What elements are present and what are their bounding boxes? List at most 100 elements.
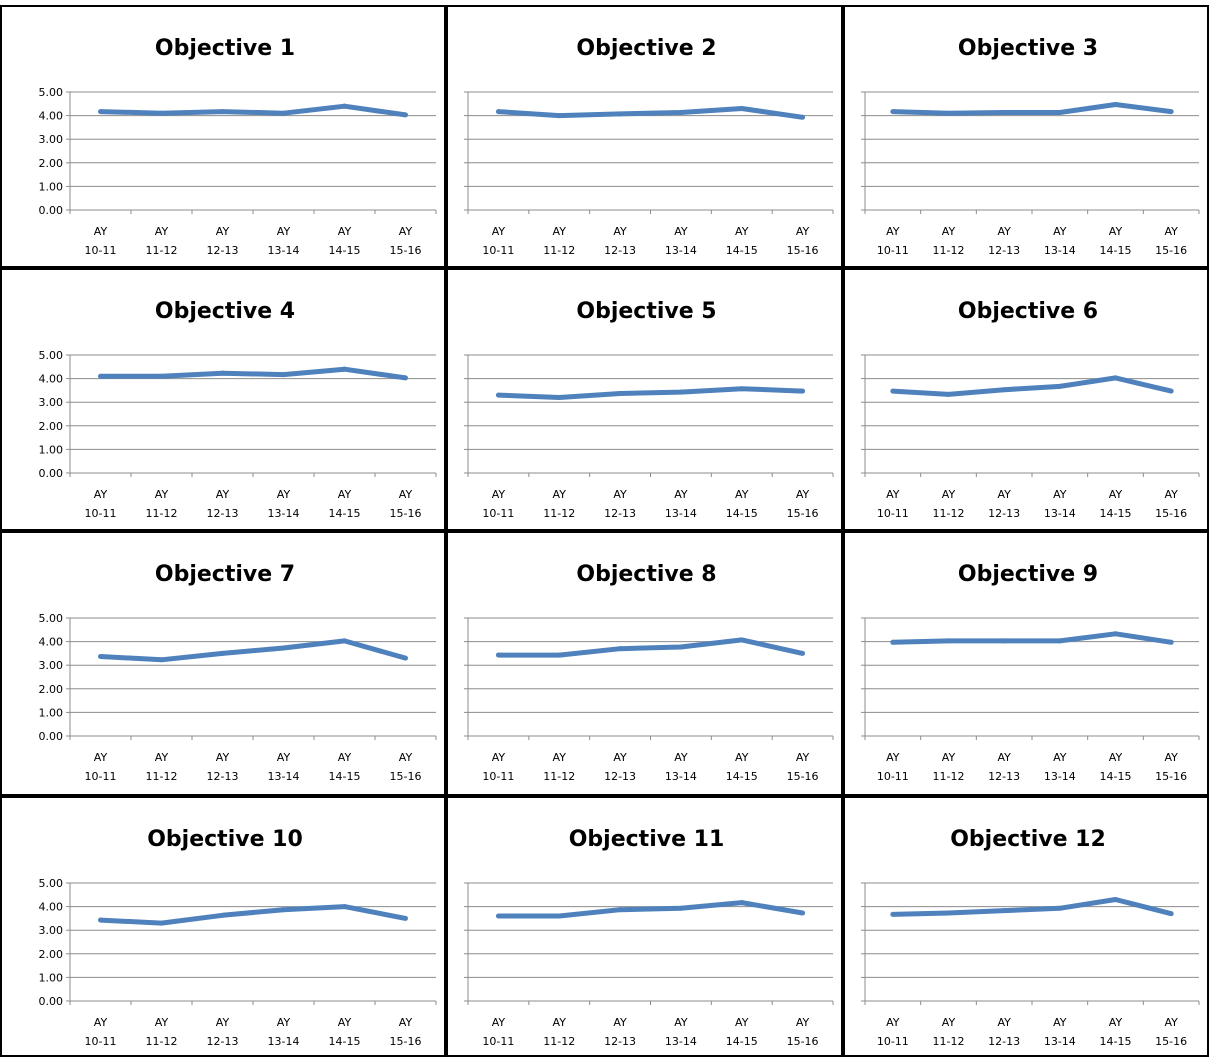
- x-tick-label: 11-12: [933, 1035, 965, 1048]
- x-tick-label: 15-16: [1155, 770, 1187, 783]
- series-line: [892, 631, 1172, 645]
- x-tick-label: AY: [1053, 488, 1067, 501]
- data-point: [98, 917, 103, 923]
- data-point: [739, 106, 745, 112]
- data-point: [1001, 638, 1007, 644]
- data-point: [617, 646, 623, 652]
- y-tick-label: 5.00: [39, 349, 64, 362]
- data-point: [1001, 908, 1007, 914]
- data-point: [98, 653, 103, 659]
- x-tick-label: 13-14: [1044, 507, 1076, 520]
- x-tick-label: AY: [94, 1016, 108, 1029]
- data-point: [1057, 383, 1063, 389]
- x-tick-label: AY: [997, 751, 1011, 764]
- chart-title: Objective 1: [155, 36, 295, 61]
- data-point: [556, 394, 562, 400]
- x-tick-label: AY: [674, 751, 688, 764]
- x-tick-label: 11-12: [146, 244, 178, 257]
- x-tick-label: 13-14: [268, 244, 300, 257]
- x-tick-label: 10-11: [482, 770, 514, 783]
- chart-panel-objective-2: Objective 2 AY 10-11 AY 11-12 AY 12-13 AY 13-14 A…: [446, 5, 843, 268]
- x-tick-label: 11-12: [933, 770, 965, 783]
- x-tick-label: 12-13: [207, 244, 239, 257]
- x-tick-label: 15-16: [787, 244, 819, 257]
- x-tick-label: 14-15: [726, 244, 758, 257]
- data-point: [1168, 911, 1174, 917]
- x-tick-label: AY: [399, 1016, 413, 1029]
- series-line: [100, 366, 406, 381]
- x-tick-label: 11-12: [543, 507, 575, 520]
- x-tick-label: AY: [338, 1016, 352, 1029]
- x-tick-label: AY: [399, 751, 413, 764]
- x-tick-label: AY: [492, 225, 506, 238]
- x-tick-label: 12-13: [207, 1035, 239, 1048]
- chart-title: Objective 5: [576, 299, 716, 324]
- x-tick-label: AY: [886, 488, 900, 501]
- x-tick-label: AY: [1164, 225, 1178, 238]
- x-tick-label: AY: [553, 225, 567, 238]
- x-tick-label: 10-11: [877, 244, 909, 257]
- data-point: [946, 110, 951, 116]
- data-point: [220, 650, 225, 656]
- y-tick-label: 4.00: [39, 110, 64, 123]
- x-tick-label: 14-15: [329, 244, 361, 257]
- x-tick-label: AY: [155, 751, 169, 764]
- x-tick-label: AY: [942, 488, 956, 501]
- x-tick-label: 11-12: [146, 507, 178, 520]
- chart-title: Objective 3: [958, 36, 1098, 61]
- y-tick-label: 3.00: [39, 924, 64, 937]
- series-line: [498, 386, 803, 400]
- data-point: [800, 114, 806, 120]
- data-point: [495, 392, 501, 398]
- x-tick-label: AY: [674, 1016, 688, 1029]
- y-tick-label: 0.00: [39, 995, 64, 1008]
- chart-title: Objective 9: [958, 562, 1098, 587]
- x-tick-label: AY: [886, 1016, 900, 1029]
- data-point: [220, 109, 225, 115]
- data-point: [946, 638, 951, 644]
- data-point: [342, 904, 347, 910]
- data-point: [220, 370, 225, 376]
- series-line: [498, 900, 804, 919]
- data-point: [739, 900, 745, 906]
- x-tick-label: AY: [492, 488, 506, 501]
- x-tick-label: 11-12: [543, 244, 575, 257]
- x-tick-label: AY: [155, 225, 169, 238]
- x-tick-label: AY: [1053, 1016, 1067, 1029]
- x-tick-label: AY: [1053, 225, 1067, 238]
- x-tick-label: 15-16: [1155, 1035, 1187, 1048]
- chart-title: Objective 10: [147, 827, 303, 852]
- data-point: [342, 638, 347, 644]
- data-point: [617, 111, 623, 117]
- x-tick-label: AY: [796, 225, 810, 238]
- data-point: [281, 110, 286, 116]
- x-tick-label: AY: [997, 1016, 1011, 1029]
- y-tick-label: 3.00: [39, 396, 64, 409]
- data-point: [678, 644, 684, 650]
- x-tick-label: 14-15: [726, 1035, 758, 1048]
- x-tick-label: 14-15: [1100, 244, 1132, 257]
- chart-panel-objective-4: Objective 4 0.00 1.00 2.00 3.00 4.00 5.00 AY 10-…: [0, 268, 446, 531]
- y-tick-label: 1.00: [39, 180, 64, 193]
- data-point: [556, 652, 562, 658]
- data-point: [281, 372, 286, 378]
- data-point: [403, 112, 408, 118]
- x-tick-label: AY: [942, 751, 956, 764]
- x-tick-label: 13-14: [1044, 770, 1076, 783]
- data-point: [890, 109, 896, 115]
- chart-title: Objective 7: [155, 562, 295, 587]
- data-point: [617, 390, 623, 396]
- y-tick-label: 1.00: [39, 706, 64, 719]
- x-tick-label: 13-14: [665, 1035, 697, 1048]
- x-tick-label: 10-11: [482, 1035, 514, 1048]
- y-tick-label: 3.00: [39, 659, 64, 672]
- data-point: [800, 388, 806, 394]
- x-tick-label: AY: [796, 751, 810, 764]
- x-tick-label: 12-13: [988, 507, 1020, 520]
- x-tick-label: AY: [492, 751, 506, 764]
- data-point: [890, 911, 896, 917]
- x-tick-label: 14-15: [329, 770, 361, 783]
- data-point: [98, 109, 103, 115]
- data-point: [1168, 639, 1174, 645]
- chart-panel-objective-5: Objective 5 AY 10-11 AY 11-12 AY 12-13 AY 13-14 A…: [446, 268, 843, 531]
